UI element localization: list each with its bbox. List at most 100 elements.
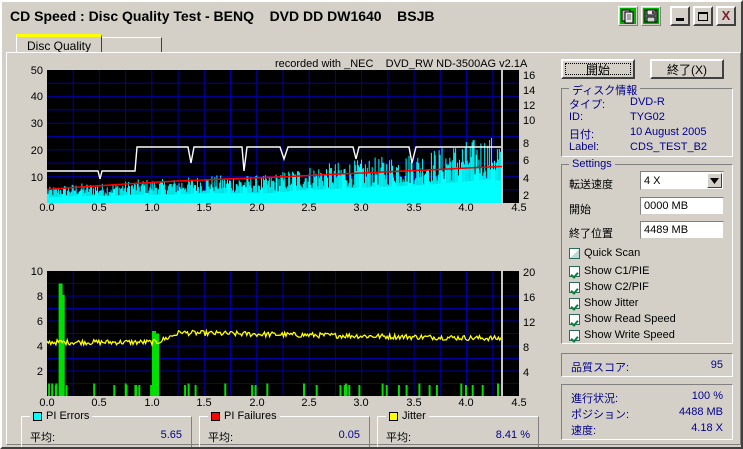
title-bar: CD Speed : Disc Quality Test - BENQ DVD … <box>4 4 739 28</box>
jitter-stats-box: Jitter 平均: 8.41 % 最大: 10.9 % <box>377 410 539 447</box>
bottom-chart-ytick-2: 2 <box>36 366 43 378</box>
checkbox-label: Quick Scan <box>584 247 641 259</box>
speed-label: 転送速度 <box>569 179 613 191</box>
quality-score-group <box>561 353 733 377</box>
tab-disc-quality[interactable]: Disc Quality <box>16 34 102 54</box>
bottom-chart-xtick-0: 0.0 <box>39 397 55 409</box>
top-chart-y2tick-16: 16 <box>523 70 536 82</box>
pi-failures-color-swatch <box>211 411 220 421</box>
bottom-chart-xtick-2: 1.0 <box>144 397 160 409</box>
bottom-chart-y2tick-4: 4 <box>523 367 530 379</box>
content-panel: recorded with _NEC DVD_RW ND-3500AG v2.1… <box>6 52 741 447</box>
disc-date-label: 日付: <box>569 129 595 141</box>
right-panel: 開始 終了(X) ディスク情報 タイプ: DVD-R ID: TYG02 日付:… <box>552 53 741 446</box>
start-position-value: 0000 MB <box>644 200 689 212</box>
checkbox-quick-scan[interactable]: Quick Scan <box>569 247 640 259</box>
top-chart-xtick-7: 3.5 <box>406 202 422 214</box>
top-chart-ytick-30: 30 <box>30 118 43 130</box>
bottom-chart-y2tick-12: 12 <box>523 317 536 329</box>
top-chart-y2tick-4: 4 <box>523 173 530 185</box>
pi-errors-legend: PI Errors <box>30 410 93 422</box>
top-chart-xtick-9: 4.5 <box>511 202 527 214</box>
jitter-avg-label: 平均: <box>386 432 412 444</box>
jitter-color-swatch <box>389 411 398 421</box>
position-label: ポジション: <box>571 409 630 421</box>
disc-id-value: TYG02 <box>630 111 665 123</box>
bottom-plot-canvas <box>47 271 519 396</box>
quality-score-label: 品質スコア: <box>571 362 630 374</box>
start-position-label: 開始 <box>569 204 591 216</box>
maximize-button[interactable] <box>693 6 713 26</box>
checkbox-show-c2-pif[interactable]: Show C2/PIF <box>569 281 649 293</box>
bottom-chart: 10 8 6 4 2 20 16 12 8 4 <box>7 217 544 409</box>
speed-value: 4 X <box>644 174 661 187</box>
jitter-title: Jitter <box>402 410 426 422</box>
checkbox-label: Show C2/PIF <box>584 281 649 293</box>
end-position-input[interactable]: 4489 MB <box>640 221 724 239</box>
pi-errors-stats-box: PI Errors 平均: 5.65 最大: 29 合計 : 63615 <box>21 410 192 447</box>
disc-id-label: ID: <box>569 111 584 123</box>
bottom-chart-xtick-3: 1.5 <box>196 397 212 409</box>
minimize-glyph <box>676 18 684 21</box>
bottom-chart-xtick-1: 0.5 <box>91 397 107 409</box>
pi-failures-avg-value: 0.05 <box>338 429 360 441</box>
top-chart-xtick-5: 2.5 <box>301 202 317 214</box>
save-icon[interactable] <box>641 6 661 26</box>
start-position-input[interactable]: 0000 MB <box>640 197 724 215</box>
exit-button[interactable]: 終了(X) <box>650 59 724 79</box>
chevron-down-icon[interactable] <box>707 173 722 188</box>
quality-score-value: 95 <box>710 359 723 371</box>
checkbox-show-jitter[interactable]: Show Jitter <box>569 297 638 309</box>
checkbox-box[interactable] <box>569 313 580 325</box>
window-title: CD Speed : Disc Quality Test - BENQ DVD … <box>10 8 435 24</box>
bottom-chart-y2tick-8: 8 <box>523 342 530 354</box>
bottom-chart-xtick-8: 4.0 <box>458 397 474 409</box>
minimize-button[interactable] <box>670 6 690 26</box>
progress-group <box>561 384 733 440</box>
pi-failures-title: PI Failures <box>224 410 277 422</box>
checkbox-box[interactable] <box>569 329 580 341</box>
tab-strip: Disc Quality <box>10 34 737 54</box>
checkbox-box[interactable] <box>569 297 580 309</box>
top-chart-y2tick-14: 14 <box>523 85 536 97</box>
copy-icon[interactable] <box>618 6 638 26</box>
speed-combobox[interactable]: 4 X <box>640 171 724 190</box>
top-chart-xtick-8: 4.0 <box>458 202 474 214</box>
top-chart-xtick-0: 0.0 <box>39 202 55 214</box>
top-chart-ytick-20: 20 <box>30 145 43 157</box>
progress-label: 進行状況: <box>571 393 619 405</box>
pi-failures-stats-box: PI Failures 平均: 0.05 最大: 9 合計 : 626 <box>199 410 370 447</box>
bottom-chart-xtick-6: 3.0 <box>353 397 369 409</box>
settings-group: Settings <box>561 158 733 344</box>
disc-label-label: Label: <box>569 141 599 153</box>
position-value: 4488 MB <box>678 406 723 418</box>
jitter-avg-value: 8.41 % <box>495 429 530 441</box>
top-chart-y2tick-2: 2 <box>523 190 530 202</box>
pi-errors-avg-label: 平均: <box>30 432 56 444</box>
disc-info-group: ディスク情報 <box>561 82 733 157</box>
checkbox-box[interactable] <box>569 265 580 277</box>
chart-area: recorded with _NEC DVD_RW ND-3500AG v2.1… <box>7 53 544 409</box>
top-chart-y2tick-10: 10 <box>523 115 536 127</box>
top-chart-y2tick-6: 6 <box>523 155 530 167</box>
close-button[interactable]: X <box>716 6 736 26</box>
bottom-chart-ytick-6: 6 <box>36 316 43 328</box>
checkbox-show-read-speed[interactable]: Show Read Speed <box>569 313 676 325</box>
top-chart-ytick-10: 10 <box>30 172 43 184</box>
top-chart-y2tick-12: 12 <box>523 100 536 112</box>
exit-button-label: 終了(X) <box>667 62 707 77</box>
end-position-label: 終了位置 <box>569 228 613 240</box>
checkbox-box[interactable] <box>569 247 580 259</box>
checkbox-show-write-speed[interactable]: Show Write Speed <box>569 329 675 341</box>
top-chart-ytick-40: 40 <box>30 91 43 103</box>
checkbox-label: Show C1/PIE <box>584 265 650 277</box>
top-chart-ytick-50: 50 <box>30 65 43 77</box>
checkbox-show-c1-pie[interactable]: Show C1/PIE <box>569 265 649 277</box>
top-plot-canvas <box>47 70 519 203</box>
checkbox-box[interactable] <box>569 281 580 293</box>
top-chart: 50 40 30 20 10 16 14 12 10 8 6 4 2 <box>7 53 544 214</box>
bottom-chart-ytick-4: 4 <box>36 341 43 353</box>
top-chart-xtick-6: 3.0 <box>353 202 369 214</box>
start-button[interactable]: 開始 <box>561 59 635 79</box>
